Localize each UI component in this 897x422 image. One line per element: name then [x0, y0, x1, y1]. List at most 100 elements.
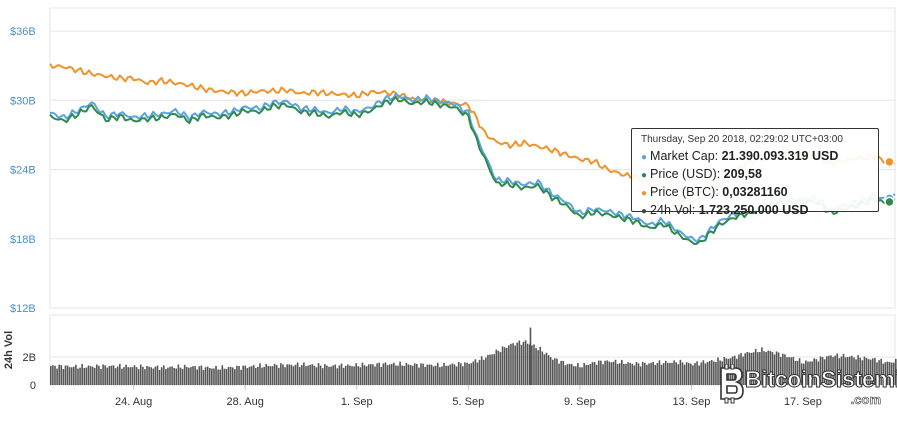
volume-bar — [234, 369, 236, 385]
volume-bar — [769, 351, 772, 385]
price-btc-dot-icon: ● — [641, 188, 648, 199]
volume-bar — [508, 345, 510, 385]
volume-bar — [116, 366, 119, 385]
volume-bar — [135, 367, 138, 385]
volume-bar — [493, 354, 496, 385]
volume-bar — [526, 343, 529, 385]
volume-bar — [257, 366, 259, 385]
x-tick-label: 28. Aug — [227, 396, 264, 408]
volume-bar — [70, 367, 73, 385]
volume-bar — [503, 347, 506, 385]
volume-bar — [455, 366, 458, 385]
volume-bar — [121, 368, 123, 385]
volume-bar — [280, 363, 282, 385]
tooltip-row-market-cap: ● Market Cap: 21.390.093.319 USD — [641, 148, 869, 166]
volume-bar — [777, 352, 780, 385]
volume-bar — [215, 365, 217, 385]
tooltip-label: Market Cap — [650, 149, 715, 163]
volume-bar — [236, 365, 238, 385]
volume-bar — [403, 365, 406, 385]
volume-bar — [106, 367, 109, 385]
volume-bar — [248, 366, 251, 385]
volume-bar — [225, 369, 228, 385]
volume-bar — [853, 357, 855, 385]
volume-bar — [533, 344, 535, 385]
volume-bar — [648, 363, 650, 385]
volume-bar — [127, 367, 129, 385]
volume-bar — [148, 366, 150, 385]
x-tick-label: 24. Aug — [115, 396, 152, 408]
volume-bar — [549, 357, 552, 385]
volume-bar — [556, 358, 558, 385]
volume-bar — [66, 365, 69, 385]
volume-bar — [142, 366, 144, 385]
volume-bar — [89, 366, 92, 385]
volume-bar — [499, 352, 502, 385]
volume-bar — [60, 365, 63, 385]
volume-bar — [671, 362, 673, 385]
volume-bar — [112, 365, 115, 385]
volume-bar — [334, 364, 337, 385]
volume-bar — [114, 368, 117, 385]
volume-bar — [436, 362, 439, 385]
volume-bar — [851, 355, 853, 385]
volume-bar — [206, 366, 209, 385]
volume-bar — [137, 369, 140, 385]
tooltip-value: 0,03281160 — [722, 185, 788, 199]
volume-bar — [792, 356, 795, 385]
volume-bar — [874, 357, 876, 385]
volume-bar — [223, 368, 226, 385]
volume-bar — [518, 340, 521, 385]
volume-bar — [719, 360, 721, 385]
volume-bar — [265, 364, 268, 385]
volume-bar — [133, 365, 136, 385]
volume-bar — [765, 352, 767, 385]
volume-bar — [336, 368, 339, 385]
volume-bar — [58, 364, 60, 385]
volume-bar — [811, 361, 813, 385]
volume-bar — [700, 362, 703, 385]
volume-bar — [319, 365, 322, 385]
volume-bar — [802, 363, 805, 385]
volume-bar — [315, 367, 318, 385]
volume-bar — [658, 360, 661, 385]
tooltip-value: 1.723.250.000 USD — [698, 203, 809, 217]
volume-bar — [740, 353, 742, 385]
volume-bar — [311, 364, 314, 385]
volume-bar — [323, 364, 326, 385]
volume-bar — [696, 361, 698, 385]
volume-bar — [685, 362, 688, 385]
chart-tooltip: Thursday, Sep 20 2018, 02:29:02 UTC+03:0… — [631, 128, 879, 217]
tooltip-label: 24h Vol — [650, 203, 692, 217]
tooltip-label: Price (BTC) — [650, 185, 716, 199]
volume-bar — [746, 351, 749, 385]
volume-bar — [878, 360, 880, 385]
volume-bar — [104, 365, 106, 385]
volume-bar — [767, 350, 770, 385]
volume-bar — [242, 365, 245, 385]
volume-bar — [254, 367, 257, 385]
volume-bar — [269, 366, 272, 385]
volume-bar — [884, 362, 887, 385]
volume-bar — [160, 367, 163, 385]
volume-bar — [756, 352, 759, 385]
y-tick-label: $24B — [10, 165, 36, 177]
volume-bar — [62, 368, 65, 385]
volume-bar — [501, 346, 504, 385]
volume-bar — [485, 357, 487, 385]
hover-markers — [884, 156, 895, 208]
volume-bar — [204, 367, 207, 385]
volume-bar — [432, 366, 435, 385]
volume-bar — [91, 366, 94, 385]
volume-bar — [677, 364, 680, 385]
volume-bar — [359, 367, 362, 385]
volume-bar — [457, 362, 460, 385]
volume-bar — [227, 366, 230, 385]
volume-bar — [328, 366, 330, 385]
volume-bar — [616, 363, 619, 385]
volume-bar — [165, 369, 167, 385]
volume-bar — [158, 369, 161, 385]
volume-bar — [593, 362, 596, 385]
volume-bar — [349, 365, 351, 385]
tooltip-date: Thursday, Sep 20 2018, 02:29:02 UTC+03:0… — [641, 134, 843, 145]
